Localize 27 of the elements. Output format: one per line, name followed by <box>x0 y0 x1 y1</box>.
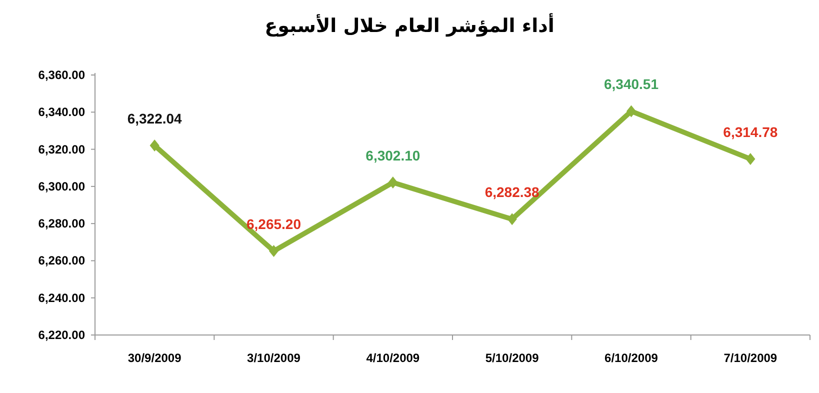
y-tick-label: 6,260.00 <box>38 254 86 268</box>
data-label: 6,265.20 <box>246 216 302 232</box>
y-tick-label: 6,300.00 <box>38 179 86 194</box>
data-label: 6,282.38 <box>484 184 540 200</box>
y-tick-label: 6,280.00 <box>38 216 86 231</box>
data-label: 6,322.04 <box>127 110 182 126</box>
x-tick-label: 4/10/2009 <box>366 351 420 365</box>
point <box>268 245 279 258</box>
y-tick-label: 6,360.00 <box>38 68 86 82</box>
y-tick-label: 6,220.00 <box>38 328 86 342</box>
x-tick-label: 3/10/2009 <box>247 351 301 365</box>
point <box>626 105 636 118</box>
chart-title: أداء المؤشر العام خلال الأسبوع <box>264 13 554 37</box>
data-label: 6,302.10 <box>366 148 420 164</box>
point <box>150 139 160 152</box>
data-label: 6,340.51 <box>604 76 659 92</box>
x-tick-label: 6/10/2009 <box>604 351 658 365</box>
x-tick-label: 30/9/2009 <box>128 351 182 365</box>
point <box>388 176 398 189</box>
point <box>507 213 517 226</box>
y-tick-label: 6,240.00 <box>38 290 86 305</box>
data-label: 6,314.78 <box>723 124 778 140</box>
point <box>746 152 756 165</box>
x-tick-label: 5/10/2009 <box>485 351 540 365</box>
x-tick-label: 7/10/2009 <box>724 351 778 365</box>
y-tick-label: 6,320.00 <box>38 142 86 156</box>
y-tick-label: 6,340.00 <box>38 105 86 120</box>
